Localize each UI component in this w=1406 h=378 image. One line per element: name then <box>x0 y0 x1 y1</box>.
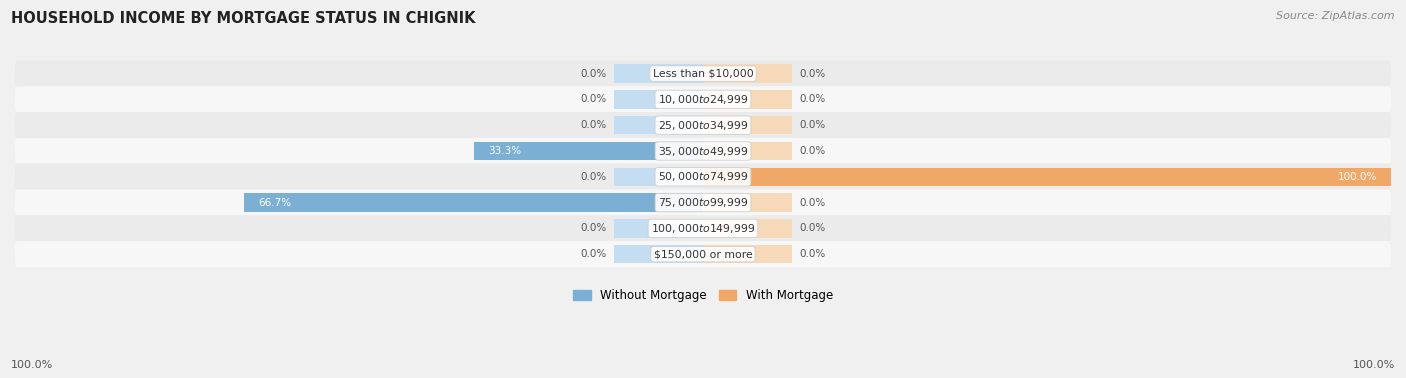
Legend: Without Mortgage, With Mortgage: Without Mortgage, With Mortgage <box>568 284 838 307</box>
Text: 33.3%: 33.3% <box>488 146 520 156</box>
FancyBboxPatch shape <box>15 241 1391 267</box>
Bar <box>613 193 703 212</box>
Text: 0.0%: 0.0% <box>800 69 825 79</box>
FancyBboxPatch shape <box>15 164 1391 190</box>
Bar <box>703 64 793 83</box>
FancyBboxPatch shape <box>15 189 1391 216</box>
Text: 0.0%: 0.0% <box>800 223 825 233</box>
Text: 0.0%: 0.0% <box>800 198 825 208</box>
Text: Less than $10,000: Less than $10,000 <box>652 69 754 79</box>
Text: 0.0%: 0.0% <box>800 249 825 259</box>
Text: 0.0%: 0.0% <box>581 249 606 259</box>
Bar <box>474 142 703 160</box>
Text: 0.0%: 0.0% <box>800 120 825 130</box>
Bar <box>613 116 703 135</box>
Text: $100,000 to $149,999: $100,000 to $149,999 <box>651 222 755 235</box>
Text: $10,000 to $24,999: $10,000 to $24,999 <box>658 93 748 106</box>
Bar <box>703 142 793 160</box>
Bar <box>613 64 703 83</box>
FancyBboxPatch shape <box>15 138 1391 164</box>
Bar <box>703 116 793 135</box>
Bar <box>703 193 793 212</box>
Text: $25,000 to $34,999: $25,000 to $34,999 <box>658 119 748 132</box>
Text: $75,000 to $99,999: $75,000 to $99,999 <box>658 196 748 209</box>
Text: $35,000 to $49,999: $35,000 to $49,999 <box>658 144 748 158</box>
Text: 66.7%: 66.7% <box>257 198 291 208</box>
Text: 100.0%: 100.0% <box>1339 172 1378 182</box>
Text: 0.0%: 0.0% <box>581 69 606 79</box>
Bar <box>703 167 1391 186</box>
FancyBboxPatch shape <box>15 60 1391 87</box>
Bar <box>703 219 793 238</box>
Bar <box>613 90 703 109</box>
Text: 0.0%: 0.0% <box>581 172 606 182</box>
Bar <box>703 90 793 109</box>
Text: 0.0%: 0.0% <box>581 223 606 233</box>
Bar <box>613 167 703 186</box>
Bar <box>613 245 703 263</box>
FancyBboxPatch shape <box>15 215 1391 242</box>
Bar <box>703 245 793 263</box>
Text: 100.0%: 100.0% <box>11 361 53 370</box>
Bar <box>613 219 703 238</box>
Text: 0.0%: 0.0% <box>800 146 825 156</box>
Text: 0.0%: 0.0% <box>581 120 606 130</box>
Bar <box>245 193 703 212</box>
Bar <box>613 142 703 160</box>
Text: $150,000 or more: $150,000 or more <box>654 249 752 259</box>
FancyBboxPatch shape <box>15 86 1391 113</box>
Bar <box>703 167 793 186</box>
Text: 100.0%: 100.0% <box>1353 361 1395 370</box>
Text: 0.0%: 0.0% <box>581 94 606 104</box>
FancyBboxPatch shape <box>15 112 1391 138</box>
Text: HOUSEHOLD INCOME BY MORTGAGE STATUS IN CHIGNIK: HOUSEHOLD INCOME BY MORTGAGE STATUS IN C… <box>11 11 475 26</box>
Text: $50,000 to $74,999: $50,000 to $74,999 <box>658 170 748 183</box>
Text: 0.0%: 0.0% <box>800 94 825 104</box>
Text: Source: ZipAtlas.com: Source: ZipAtlas.com <box>1277 11 1395 21</box>
